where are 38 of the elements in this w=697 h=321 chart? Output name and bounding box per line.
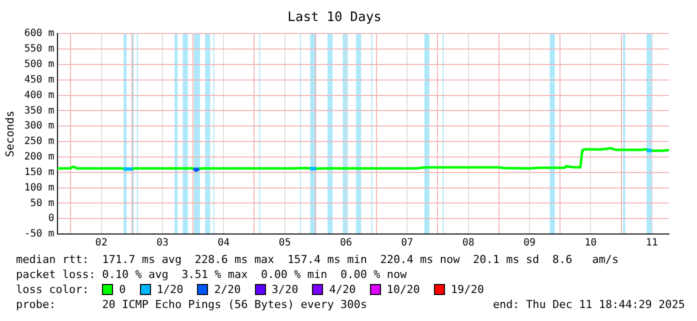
y-tick-label: 500 m [24, 59, 54, 70]
y-tick-label: 400 m [24, 90, 54, 101]
y-tick-label: 150 m [24, 166, 54, 178]
x-tick-label: 07 [401, 238, 414, 249]
legend-title: loss color: [16, 282, 90, 297]
y-tick-label: 350 m [24, 105, 54, 116]
text: packet loss: 0.10 % avg 3.51 % max 0.00 % min 0.00 % now [16, 267, 408, 282]
legend-label: 19/20 [450, 282, 484, 297]
x-tick-label: 03 [156, 238, 169, 249]
y-tick-label: -50 m [24, 228, 54, 240]
y-tick-label: 0 [48, 213, 54, 224]
x-tick-label: 08 [462, 238, 474, 249]
text: probe: 20 ICMP Echo Pings (56 Bytes) every 300s [16, 297, 367, 312]
y-tick-label: 50 m [30, 198, 54, 209]
y-tick-label: 600 m [24, 28, 54, 40]
text: median rtt: 171.7 ms avg 228.6 ms max 157.4 ms min 220.4 ms now 20.1 ms sd 8.6 am/s [16, 252, 620, 267]
x-tick-label: 10 [584, 238, 597, 249]
y-tick-label: 100 m [24, 182, 54, 194]
x-tick-label: 05 [278, 238, 291, 249]
y-tick-label: 200 m [24, 152, 54, 163]
chart-title: Last 10 Days [288, 10, 382, 26]
y-axis-title: Seconds [3, 110, 16, 157]
y-tick-label: 450 m [24, 74, 54, 86]
legend-label: 1/20 [156, 282, 184, 297]
legend-label: 4/20 [329, 282, 356, 297]
x-tick-label: 02 [95, 238, 108, 249]
x-tick-label: 09 [523, 238, 536, 249]
y-tick-label: 300 m [24, 120, 54, 132]
legend-label: 10/20 [386, 282, 420, 297]
legend-label: 2/20 [214, 282, 241, 297]
legend-label: 0 [119, 282, 126, 297]
y-tick-label: 550 m [24, 44, 54, 55]
x-tick-label: 04 [218, 238, 230, 249]
legend-label: 3/20 [272, 282, 298, 297]
text: end: Thu Dec 11 18:44:29 2025 [492, 297, 685, 312]
x-tick-label: 11 [646, 238, 658, 249]
x-tick-label: 06 [340, 238, 352, 249]
y-tick-label: 250 m [24, 136, 54, 148]
